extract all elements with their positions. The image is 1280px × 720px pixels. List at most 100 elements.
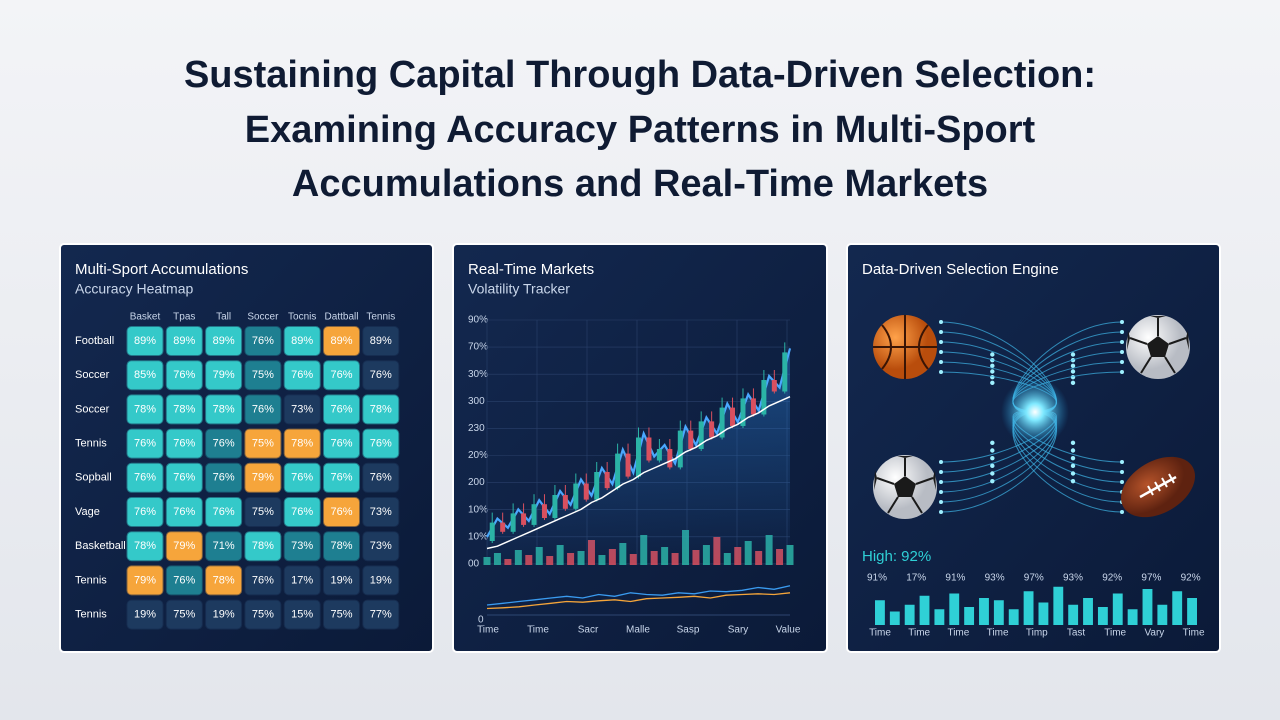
cell-value: 85% (134, 369, 156, 381)
heat-cell (244, 326, 282, 356)
y-axis-label: 70% (468, 342, 488, 353)
heat-cell (244, 462, 282, 493)
heat-cell (165, 360, 203, 391)
heat-cell (165, 599, 203, 630)
bar (1187, 598, 1197, 625)
cell-value: 76% (134, 472, 156, 484)
heat-cell (244, 599, 282, 630)
heat-cell (362, 531, 400, 562)
cell-value: 75% (330, 609, 352, 621)
heat-cell (205, 428, 243, 459)
column-header: Tocnis (288, 312, 316, 323)
volume-bar (483, 557, 491, 565)
soccer-ball-icon (1126, 315, 1190, 379)
bar (1053, 586, 1064, 625)
heat-cell (165, 462, 203, 493)
heat-cell (323, 394, 360, 425)
cell-value: 75% (173, 609, 195, 621)
bar (979, 598, 989, 625)
mini-line (486, 585, 791, 606)
cell-value: 73% (291, 403, 313, 415)
cell-value: 76% (330, 438, 352, 450)
bar (1008, 609, 1019, 625)
x-axis-label: Time (908, 628, 930, 639)
network-node (1070, 369, 1076, 374)
heat-cell (205, 599, 243, 630)
y-axis-label: 300 (468, 396, 485, 407)
bar-label: 17% (906, 573, 926, 584)
candle-body (636, 437, 641, 477)
heat-cell (165, 497, 203, 527)
row-label: Basketball (75, 540, 126, 552)
panel-title: Multi-Sport Accumulations (75, 261, 248, 278)
network-node (990, 380, 995, 386)
cell-value: 89% (134, 335, 156, 347)
column-header: Basket (130, 312, 161, 323)
network-node (1120, 360, 1124, 364)
network-node (939, 370, 943, 374)
candle-body (541, 504, 547, 518)
network-node (1070, 448, 1076, 453)
cell-value: 89% (173, 335, 195, 347)
candle-body (656, 449, 662, 461)
candle-body (646, 437, 652, 461)
cell-value: 89% (330, 335, 352, 347)
cell-value: 77% (370, 609, 392, 621)
network-node (1070, 463, 1076, 469)
cell-value: 79% (173, 540, 195, 552)
heat-cell (244, 531, 282, 562)
network-node (1120, 460, 1124, 464)
candle-body (510, 513, 516, 532)
network-node (990, 448, 995, 453)
column-header: Dattball (325, 312, 359, 323)
heat-cell (205, 497, 243, 527)
column-header: Tennis (366, 312, 395, 323)
heat-cell (126, 497, 164, 527)
x-axis-label: Vary (1144, 628, 1164, 639)
cell-value: 76% (213, 506, 235, 518)
title-line: Sustaining Capital Through Data-Driven S… (184, 54, 1096, 96)
bar (1112, 593, 1123, 625)
bar (934, 609, 945, 625)
cell-value: 76% (173, 574, 195, 586)
x-axis-label: Tast (1067, 628, 1086, 639)
network-node (1120, 340, 1124, 344)
heat-cell (126, 360, 164, 391)
network-node (1070, 363, 1076, 369)
x-axis-label: Time (477, 625, 499, 636)
heat-cell (126, 462, 164, 493)
cell-value: 73% (370, 506, 392, 518)
cell-value: 89% (370, 335, 392, 347)
network-node (1120, 480, 1124, 484)
heat-cell (244, 428, 282, 459)
heat-cell (126, 394, 164, 425)
bar (1142, 589, 1153, 625)
candle-body (730, 407, 736, 426)
network-node (990, 440, 995, 446)
cell-value: 78% (213, 403, 235, 415)
heat-cell (323, 360, 360, 391)
cell-value: 19% (134, 609, 156, 621)
network-node (1070, 380, 1076, 386)
cell-value: 76% (252, 335, 274, 347)
cell-value: 76% (173, 369, 195, 381)
cell-value: 89% (291, 335, 313, 347)
bar (919, 595, 930, 625)
candle-body (625, 453, 631, 477)
column-header: Tpas (173, 312, 195, 323)
soccer-ball-icon (873, 455, 937, 519)
heat-cell (244, 394, 282, 425)
bar (875, 600, 885, 625)
candle-body (698, 421, 704, 449)
heat-cell (323, 599, 360, 630)
bar (993, 600, 1004, 625)
candle-body (489, 522, 495, 541)
network (939, 320, 1124, 514)
candle-body (719, 407, 725, 438)
x-axis-label: Time (527, 625, 549, 636)
heat-cell (126, 531, 164, 562)
network-node (1120, 330, 1124, 334)
cell-value: 78% (173, 403, 195, 415)
x-axis-label: Time (1104, 628, 1126, 639)
bar (1127, 609, 1138, 625)
